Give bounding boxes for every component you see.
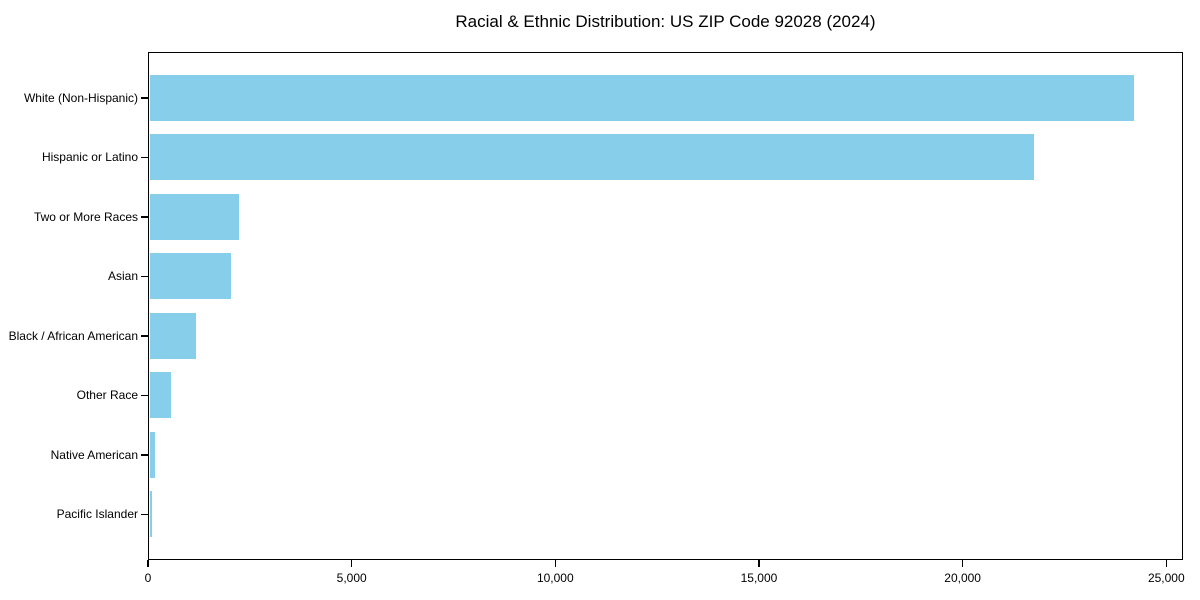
y-tick-label-black-african-american: Black / African American <box>8 328 138 343</box>
x-tick-label-15-000: 15,000 <box>740 571 778 585</box>
bar-hispanic-or-latino <box>149 134 1034 181</box>
x-tick-label-20-000: 20,000 <box>944 571 981 585</box>
bar-black-african-american <box>149 312 197 359</box>
x-tick-label-0: 0 <box>144 571 152 585</box>
y-tick-label-two-or-more-races: Two or More Races <box>33 209 138 224</box>
y-tick-mark <box>141 97 148 99</box>
bar-white-non-hispanic <box>149 74 1134 121</box>
y-tick-label-hispanic-or-latino: Hispanic or Latino <box>41 150 138 165</box>
y-tick-label-pacific-islander: Pacific Islander <box>56 507 138 522</box>
y-tick-label-white-non-hispanic: White (Non-Hispanic) <box>23 90 138 105</box>
y-tick-label-other-race: Other Race <box>76 388 138 403</box>
x-tick-mark <box>350 560 353 567</box>
x-tick-label-25-000: 25,000 <box>1147 571 1185 585</box>
plot-area <box>148 52 1183 560</box>
x-tick-label-5-000: 5,000 <box>336 571 367 585</box>
y-tick-mark <box>141 513 148 515</box>
y-tick-mark <box>141 275 148 277</box>
bar-asian <box>149 253 231 300</box>
x-tick-label-10-000: 10,000 <box>536 571 574 585</box>
x-tick-mark <box>1165 560 1168 567</box>
x-tick-mark <box>758 560 760 567</box>
x-tick-mark <box>554 560 557 567</box>
y-tick-mark <box>141 335 148 337</box>
y-tick-mark <box>141 156 148 158</box>
bar-pacific-islander <box>149 491 152 538</box>
y-tick-mark <box>141 216 148 218</box>
x-tick-mark <box>961 560 964 567</box>
x-tick-mark <box>147 560 149 567</box>
chart-title: Racial & Ethnic Distribution: US ZIP Cod… <box>455 12 876 31</box>
y-tick-label-native-american: Native American <box>50 447 138 462</box>
y-tick-mark <box>141 394 148 396</box>
bar-native-american <box>149 431 156 478</box>
y-tick-label-asian: Asian <box>107 269 138 284</box>
bar-two-or-more-races <box>149 193 239 240</box>
bar-other-race <box>149 372 171 419</box>
y-tick-mark <box>141 454 148 456</box>
